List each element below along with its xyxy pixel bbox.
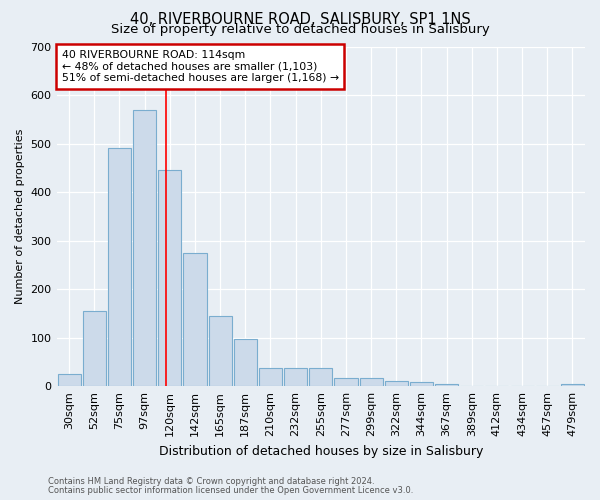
Y-axis label: Number of detached properties: Number of detached properties (15, 128, 25, 304)
Bar (184, 252, 206, 386)
Text: Contains HM Land Registry data © Crown copyright and database right 2024.: Contains HM Land Registry data © Crown c… (48, 477, 374, 486)
Bar (209, 316, 232, 386)
Bar (385, 382, 408, 386)
Bar (58, 374, 80, 386)
Bar (359, 378, 383, 386)
Bar (158, 170, 181, 386)
Bar (259, 368, 282, 386)
Bar (410, 382, 433, 386)
Bar (133, 110, 156, 386)
Bar (83, 311, 106, 386)
Bar (234, 339, 257, 386)
Bar (561, 384, 584, 386)
Bar (309, 368, 332, 386)
Bar (108, 148, 131, 386)
Bar (284, 368, 307, 386)
Text: 40, RIVERBOURNE ROAD, SALISBURY, SP1 1NS: 40, RIVERBOURNE ROAD, SALISBURY, SP1 1NS (130, 12, 470, 28)
Text: Contains public sector information licensed under the Open Government Licence v3: Contains public sector information licen… (48, 486, 413, 495)
Bar (334, 378, 358, 386)
Text: 40 RIVERBOURNE ROAD: 114sqm
← 48% of detached houses are smaller (1,103)
51% of : 40 RIVERBOURNE ROAD: 114sqm ← 48% of det… (62, 50, 339, 83)
Text: Size of property relative to detached houses in Salisbury: Size of property relative to detached ho… (110, 22, 490, 36)
X-axis label: Distribution of detached houses by size in Salisbury: Distribution of detached houses by size … (158, 444, 483, 458)
Bar (435, 384, 458, 386)
